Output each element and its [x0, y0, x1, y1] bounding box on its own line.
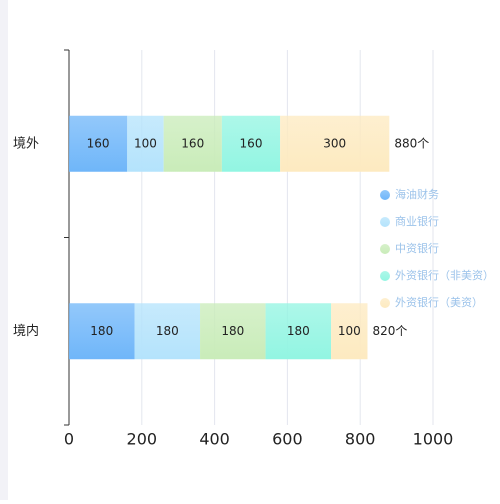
bar-segment: [331, 303, 368, 360]
value-label: 180: [90, 324, 113, 338]
value-label: 100: [134, 136, 157, 150]
x-tick-label: 400: [199, 430, 230, 449]
bar-segment: [200, 303, 266, 360]
side-strip: [0, 0, 8, 500]
bar-segment: [127, 115, 164, 172]
legend-label: 外资银行（非美资）: [395, 268, 494, 282]
y-tick-label: 境外: [13, 136, 39, 151]
value-label: 180: [156, 324, 179, 338]
value-label: 300: [323, 136, 346, 150]
bar-segment: [280, 115, 390, 172]
x-tick-label: 600: [272, 430, 303, 449]
y-tick-label: 境内: [13, 323, 39, 339]
legend-marker: [380, 217, 390, 227]
legend-label: 外资银行（美资）: [395, 295, 483, 309]
x-tick-label: 0: [64, 430, 74, 449]
legend-marker: [380, 298, 390, 308]
bar-segment: [221, 115, 281, 172]
bar-segment: [163, 115, 222, 172]
bar-segment: [69, 115, 128, 172]
value-label: 180: [287, 324, 310, 338]
x-tick-label: 200: [127, 430, 158, 449]
bar-segment: [69, 303, 135, 360]
legend-marker: [380, 244, 390, 254]
value-label: 160: [181, 136, 204, 150]
total-label: 820个: [372, 324, 407, 338]
legend-marker: [380, 190, 390, 200]
value-label: 160: [240, 136, 263, 150]
legend-label: 中资银行: [395, 241, 439, 255]
bar-segment: [134, 303, 201, 360]
legend-label: 海油财务: [395, 187, 439, 201]
x-tick-label: 800: [345, 430, 376, 449]
value-label: 100: [338, 324, 361, 338]
legend-marker: [380, 271, 390, 281]
value-label: 180: [221, 324, 244, 338]
total-label: 880个: [394, 136, 429, 150]
legend-label: 商业银行: [395, 214, 439, 228]
value-label: 160: [87, 136, 110, 150]
x-tick-label: 1000: [413, 430, 454, 449]
bar-segment: [265, 303, 332, 360]
